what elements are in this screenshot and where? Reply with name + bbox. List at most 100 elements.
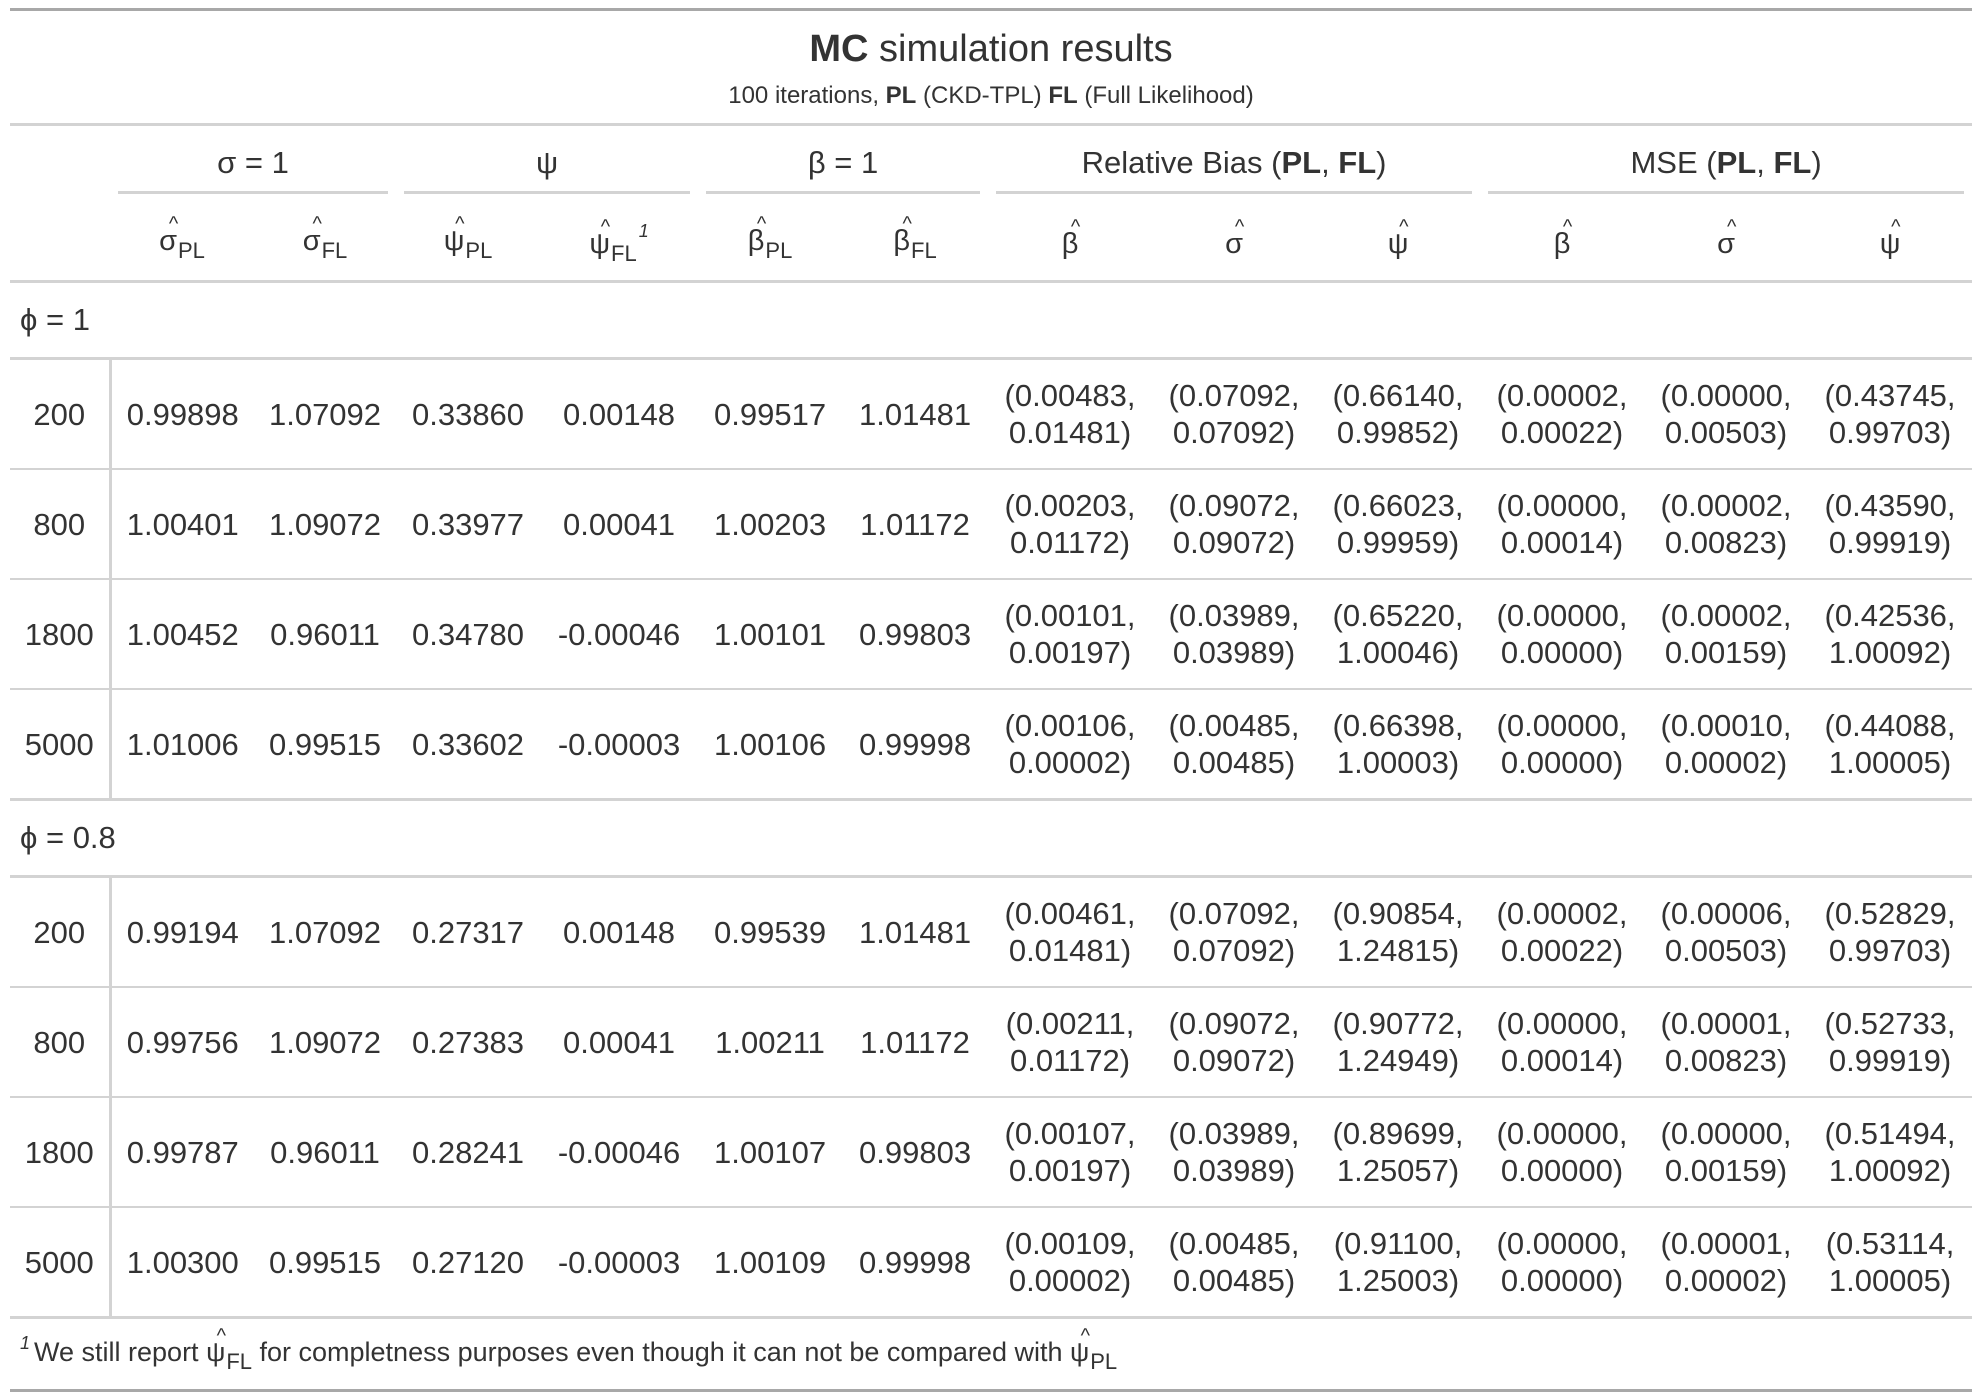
pair-first: (0.43745, [1824,378,1956,413]
table-row: 5000 1.01006 0.99515 0.33602 -0.00003 1.00106… [10,688,1973,800]
pair-first: (0.66398, [1332,708,1464,743]
pair-first: (0.91100, [1333,1226,1463,1261]
pair-cell: (0.65220, 1.00046) [1316,578,1481,689]
table-cell: 1.00107 [698,1096,843,1207]
pair-first: (0.00483, [1004,378,1136,413]
pair-cell: (0.89699, 1.25057) [1316,1096,1481,1207]
table-footnote: 1We still report ψFL for completness pur… [10,1316,1972,1392]
row-n: 5000 [10,688,112,800]
pair-cell: (0.44088, 1.00005) [1808,688,1973,800]
pair-cell: (0.43745, 0.99703) [1808,357,1973,469]
table-cell: 1.00203 [698,468,843,579]
col-mse-beta: β [1480,208,1645,283]
pair-cell: (0.00101, 0.00197) [988,578,1153,689]
pair-first: (0.00002, [1660,488,1792,523]
pair-second: 0.09072) [1172,525,1296,560]
pair-first: (0.09072, [1168,488,1300,523]
col-sigma-pl: σPL [110,208,254,283]
table-cell: 1.00401 [110,468,254,579]
spanner-relative-bias: Relative Bias (PL, FL) [988,125,1480,209]
pair-cell: (0.00461, 0.01481) [988,875,1153,987]
pair-second: 0.99852) [1336,415,1460,450]
pair-second: 0.99703) [1828,933,1952,968]
pair-second: 1.00092) [1828,1153,1952,1188]
pair-cell: (0.00001, 0.00002) [1644,1206,1809,1316]
pair-second: 0.99959) [1336,525,1460,560]
col-sigma-fl: σFL [254,208,397,283]
pair-cell: (0.66140, 0.99852) [1316,357,1481,469]
pair-second: 0.00485) [1172,745,1296,780]
pair-first: (0.00000, [1496,488,1628,523]
table-row: 1800 0.99787 0.96011 0.28241 -0.00046 1.00107… [10,1096,1973,1207]
col-beta-pl: βPL [698,208,843,283]
pair-cell: (0.00000, 0.00159) [1644,1096,1809,1207]
pair-cell: (0.00000, 0.00000) [1480,688,1645,800]
pair-second: 0.01481) [1008,933,1132,968]
pair-cell: (0.07092, 0.07092) [1152,357,1317,469]
pair-second: 0.01481) [1008,415,1132,450]
pair-first: (0.03989, [1168,598,1300,633]
pair-first: (0.90854, [1332,896,1464,931]
pair-first: (0.00106, [1004,708,1136,743]
table-cell: 0.96011 [254,578,397,689]
pair-first: (0.00006, [1660,896,1792,931]
pair-first: (0.00002, [1496,378,1628,413]
pair-cell: (0.09072, 0.09072) [1152,986,1317,1097]
pair-cell: (0.09072, 0.09072) [1152,468,1317,579]
column-header-row: σPL σFL ψPL ψFL1 βPL βFL β σ ψ β σ ψ [10,208,1973,283]
stub-header [10,208,110,283]
pair-cell: (0.00000, 0.00000) [1480,578,1645,689]
pair-first: (0.00001, [1660,1006,1792,1041]
table-cell: 0.27383 [396,986,541,1097]
pair-second: 0.00000) [1500,635,1624,670]
pair-second: 0.00159) [1664,635,1788,670]
pair-cell: (0.00000, 0.00014) [1480,986,1645,1097]
table-container: MC simulation results 100 iterations, PL… [10,8,1973,1392]
pair-cell: (0.66398, 1.00003) [1316,688,1481,800]
table-cell: 0.99803 [842,1096,989,1207]
pair-first: (0.00001, [1660,1226,1792,1261]
pair-second: 0.99919) [1828,1043,1952,1078]
pair-first: (0.07092, [1168,896,1300,931]
pair-second: 1.00005) [1828,1263,1952,1298]
table-cell: 1.07092 [254,357,397,469]
table-cell: 0.99998 [842,1206,989,1316]
pair-cell: (0.43590, 0.99919) [1808,468,1973,579]
pair-first: (0.03989, [1168,1116,1300,1151]
pair-second: 0.99919) [1828,525,1952,560]
pair-cell: (0.00006, 0.00503) [1644,875,1809,987]
pair-second: 1.24815) [1336,933,1460,968]
table-row: 200 0.99898 1.07092 0.33860 0.00148 0.99517 1.… [10,357,1973,469]
pair-cell: (0.03989, 0.03989) [1152,1096,1317,1207]
table-cell: 0.27120 [396,1206,541,1316]
table-row: 200 0.99194 1.07092 0.27317 0.00148 0.99539 1.… [10,875,1973,987]
pair-first: (0.43590, [1824,488,1956,523]
pair-first: (0.00010, [1660,708,1792,743]
table-cell: 1.00106 [698,688,843,800]
pair-first: (0.44088, [1824,708,1956,743]
top-rule [10,8,1972,11]
pair-second: 1.25003) [1336,1263,1460,1298]
pair-second: 1.00046) [1336,635,1460,670]
table-cell: 0.99898 [110,357,254,469]
pair-second: 0.00002) [1664,745,1788,780]
stub-spanner [10,125,110,209]
table-cell: 0.33860 [396,357,541,469]
pair-second: 0.00000) [1500,745,1624,780]
table-cell: -0.00003 [540,688,699,800]
col-psi-pl: ψPL [396,208,541,283]
pair-second: 0.09072) [1172,1043,1296,1078]
pair-second: 0.00503) [1664,415,1788,450]
pair-second: 1.25057) [1336,1153,1460,1188]
col-psi-fl: ψFL1 [540,208,699,283]
group-label: ϕ = 1 [10,280,1973,360]
table-cell: 0.99539 [698,875,843,987]
pair-cell: (0.91100, 1.25003) [1316,1206,1481,1316]
pair-second: 1.24949) [1336,1043,1460,1078]
spanner-mse: MSE (PL, FL) [1480,125,1972,209]
pair-first: (0.00107, [1004,1116,1136,1151]
pair-cell: (0.66023, 0.99959) [1316,468,1481,579]
col-beta-fl: βFL [842,208,989,283]
pair-first: (0.00002, [1496,896,1628,931]
pair-cell: (0.00485, 0.00485) [1152,688,1317,800]
